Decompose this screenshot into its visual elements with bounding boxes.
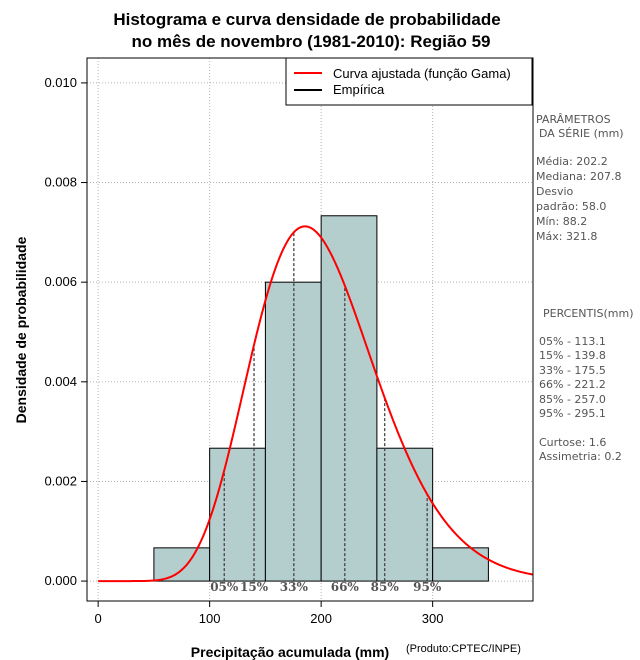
stat-mediana: Mediana: 207.8: [536, 170, 621, 183]
histogram-bar-6: [432, 547, 489, 582]
x-axis: 0 100 200 300: [95, 601, 444, 626]
gamma-curve-line: [98, 225, 534, 583]
gamma-curve: [98, 225, 534, 583]
percentile-label-85%: 85%: [371, 580, 400, 594]
percentile-labels: 05% 15% 33% 66% 85% 95%: [210, 580, 442, 594]
stat-assimetria: Assimetria: 0.2: [539, 450, 622, 463]
histogram-bar-4: [320, 215, 378, 582]
y-axis-title: Densidade de probabilidade: [13, 236, 29, 423]
stat-curtose: Curtose: 1.6: [539, 436, 606, 449]
legend-box: [285, 57, 533, 106]
side-panel: PARÂMETROS DA SÉRIE (mm) Média: 202.2 Me…: [536, 113, 634, 463]
percentil-85: 85% - 257.0: [539, 393, 606, 406]
stat-desvio-2: padrão: 58.0: [536, 200, 606, 213]
stat-media: Média: 202.2: [536, 155, 608, 168]
params-header-1: PARÂMETROS: [536, 113, 611, 126]
legend: Curva ajustada (função Gama) Empírica: [285, 57, 533, 106]
percentil-95: 95% - 295.1: [539, 407, 606, 420]
legend-label-curve: Curva ajustada (função Gama): [333, 66, 511, 81]
histogram-bar-5: [376, 447, 434, 582]
credit-text: (Produto:CPTEC/INPE): [406, 643, 521, 655]
x-tick-label-100: 100: [199, 611, 221, 626]
percentile-label-15%: 15%: [240, 580, 269, 594]
chart-title-line-2: no mês de novembro (1981-2010): Região 5…: [131, 32, 490, 51]
params-header-2: DA SÉRIE (mm): [539, 127, 624, 140]
x-tick-label-200: 200: [310, 611, 332, 626]
y-tick-label-3: 0.006: [44, 274, 77, 289]
x-tick-label-0: 0: [95, 611, 102, 626]
x-axis-title: Precipitação acumulada (mm): [191, 644, 389, 660]
histogram-bar-2: [209, 447, 266, 582]
stat-max: Máx: 321.8: [536, 230, 597, 243]
histogram-bar-1: [153, 547, 211, 582]
x-tick-label-300: 300: [422, 611, 444, 626]
y-axis: 0.000 0.002 0.004 0.006 0.008 0.010: [44, 75, 87, 588]
percentile-label-05%: 05%: [210, 580, 239, 594]
percentile-label-66%: 66%: [331, 580, 360, 594]
y-tick-label-4: 0.008: [44, 175, 77, 190]
stat-min: Mín: 88.2: [536, 215, 587, 228]
percentile-lines: [223, 232, 428, 582]
y-tick-label-5: 0.010: [44, 75, 77, 90]
y-tick-label-1: 0.002: [44, 473, 77, 488]
legend-label-empirical: Empírica: [333, 82, 385, 97]
percentile-label-33%: 33%: [280, 580, 309, 594]
histogram-bar-3: [264, 281, 322, 582]
percentis-header: PERCENTIS(mm): [543, 307, 634, 320]
percentil-66: 66% - 221.2: [539, 378, 606, 391]
percentil-15: 15% - 139.8: [539, 349, 606, 362]
stat-desvio-1: Desvio: [536, 185, 574, 198]
chart-title-line-1: Histograma e curva densidade de probabil…: [113, 10, 500, 29]
y-tick-label-2: 0.004: [44, 374, 77, 389]
y-tick-label-0: 0.000: [44, 573, 77, 588]
percentile-label-95%: 95%: [413, 580, 442, 594]
percentil-05: 05% - 113.1: [539, 335, 606, 348]
percentil-33: 33% - 175.5: [539, 364, 606, 377]
histogram-bars: [153, 215, 489, 582]
